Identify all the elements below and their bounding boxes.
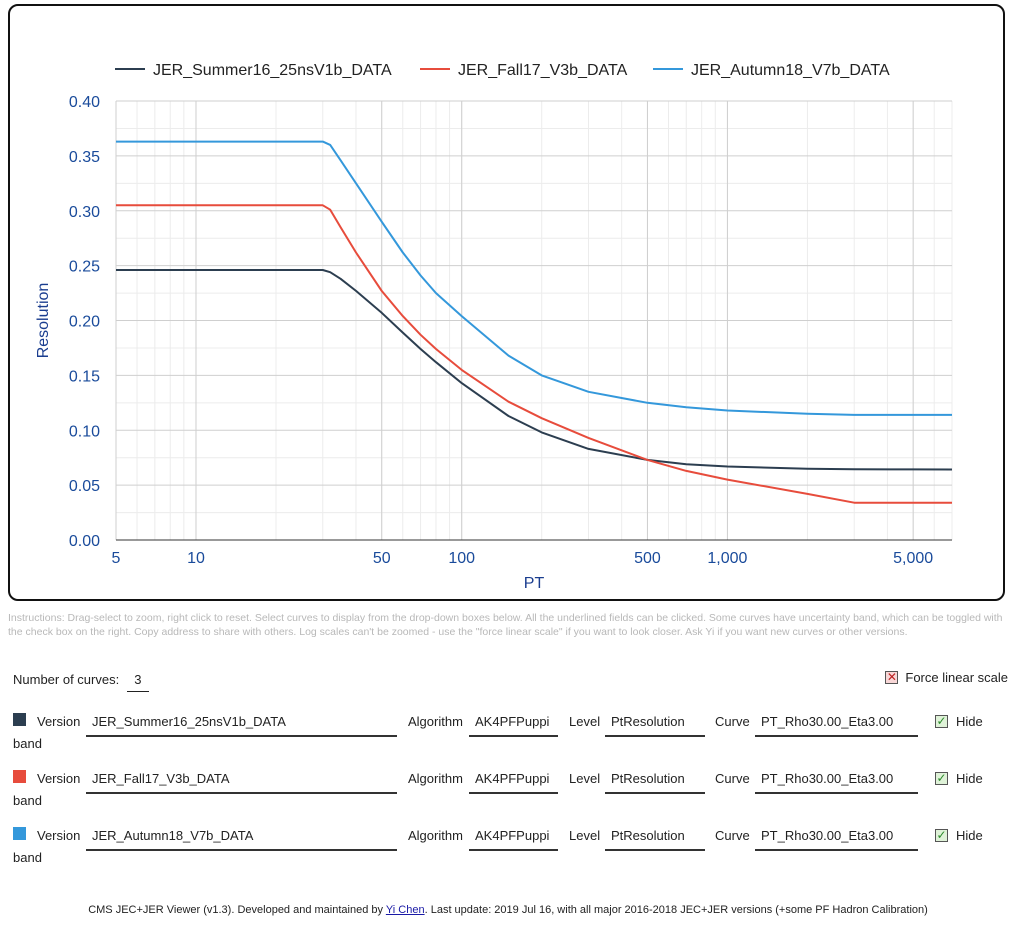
band-label: band: [13, 736, 42, 751]
algorithm-label: Algorithm: [408, 771, 463, 786]
author-link[interactable]: Yi Chen: [385, 904, 425, 916]
version-select[interactable]: JER_Summer16_25nsV1b_DATA: [86, 714, 397, 737]
version-label: Version: [37, 714, 81, 729]
level-select[interactable]: PtResolution: [605, 828, 705, 851]
level-select[interactable]: PtResolution: [605, 714, 705, 737]
y-tick-label: 0.35: [69, 149, 100, 166]
x-tick-label: 50: [373, 550, 391, 567]
curve-label: Curve: [715, 828, 750, 843]
y-tick-label: 0.10: [69, 423, 100, 440]
footer-prefix: CMS JEC+JER Viewer (v1.3). Developed and…: [88, 904, 386, 916]
x-tick-label: 1,000: [707, 550, 747, 567]
hide-label: Hide: [956, 771, 983, 786]
force-linear-checkbox[interactable]: ✕: [885, 670, 899, 684]
num-curves-select[interactable]: 3: [126, 672, 149, 692]
series-line-3: [116, 140, 952, 416]
algorithm-label: Algorithm: [408, 828, 463, 843]
curve-label: Curve: [715, 714, 750, 729]
band-label: band: [13, 850, 42, 865]
hide-band-checkbox[interactable]: ✓: [935, 828, 948, 842]
hide-band-checkbox[interactable]: ✓: [935, 771, 948, 785]
curve-row-2: Version JER_Fall17_V3b_DATA Algorithm AK…: [13, 764, 1013, 814]
curve-label: Curve: [715, 771, 750, 786]
num-curves-label: Number of curves:: [13, 672, 120, 687]
level-label: Level: [569, 771, 601, 786]
y-axis-title: Resolution: [35, 283, 52, 359]
force-linear-label: Force linear scale: [905, 670, 1008, 685]
y-tick-label: 0.15: [69, 368, 100, 385]
force-linear-toggle[interactable]: ✕ Force linear scale: [885, 670, 1008, 685]
footer-suffix: . Last update: 2019 Jul 16, with all maj…: [424, 904, 928, 916]
x-tick-label: 5: [112, 550, 121, 567]
y-tick-label: 0.20: [69, 314, 100, 331]
curve-row-1: Version JER_Summer16_25nsV1b_DATA Algori…: [13, 707, 1013, 757]
version-label: Version: [37, 771, 81, 786]
algorithm-label: Algorithm: [408, 714, 463, 729]
curve-color-swatch: [13, 827, 26, 840]
x-tick-label: 100: [448, 550, 475, 567]
hide-label: Hide: [956, 714, 983, 729]
hide-band-toggle[interactable]: ✓ Hide: [935, 714, 983, 729]
curve-color-swatch: [13, 713, 26, 726]
hide-label: Hide: [956, 828, 983, 843]
legend-entry: JER_Fall17_V3b_DATA: [458, 62, 628, 79]
algorithm-select[interactable]: AK4PFPuppi: [469, 828, 558, 851]
series-line-2: [116, 204, 952, 504]
band-label: band: [13, 793, 42, 808]
y-tick-label: 0.40: [69, 94, 100, 111]
series-line-1: [116, 269, 953, 471]
level-label: Level: [569, 828, 601, 843]
x-tick-label: 10: [187, 550, 205, 567]
level-label: Level: [569, 714, 601, 729]
curve-select[interactable]: PT_Rho30.00_Eta3.00: [755, 771, 918, 794]
version-label: Version: [37, 828, 81, 843]
curve-select[interactable]: PT_Rho30.00_Eta3.00: [755, 828, 918, 851]
legend-entry: JER_Summer16_25nsV1b_DATA: [153, 62, 392, 79]
instructions-text: Instructions: Drag-select to zoom, right…: [8, 612, 1003, 638]
hide-band-toggle[interactable]: ✓ Hide: [935, 771, 983, 786]
version-select[interactable]: JER_Fall17_V3b_DATA: [86, 771, 397, 794]
x-tick-label: 500: [634, 550, 661, 567]
algorithm-select[interactable]: AK4PFPuppi: [469, 771, 558, 794]
curve-color-swatch: [13, 770, 26, 783]
curve-row-3: Version JER_Autumn18_V7b_DATA Algorithm …: [13, 821, 1013, 871]
y-tick-label: 0.30: [69, 204, 100, 221]
algorithm-select[interactable]: AK4PFPuppi: [469, 714, 558, 737]
footer: CMS JEC+JER Viewer (v1.3). Developed and…: [0, 904, 1016, 916]
resolution-chart[interactable]: 5 10 50 100 500 1,000 5,000 0.00 0.05 0.10 0.15 0.2…: [10, 6, 1005, 601]
legend-entry: JER_Autumn18_V7b_DATA: [691, 62, 890, 79]
curve-select[interactable]: PT_Rho30.00_Eta3.00: [755, 714, 918, 737]
y-tick-label: 0.05: [69, 478, 100, 495]
level-select[interactable]: PtResolution: [605, 771, 705, 794]
x-tick-label: 5,000: [893, 550, 933, 567]
x-axis-title: PT: [524, 575, 545, 592]
y-tick-label: 0.00: [69, 533, 100, 550]
hide-band-checkbox[interactable]: ✓: [935, 714, 948, 728]
chart-container[interactable]: 5 10 50 100 500 1,000 5,000 0.00 0.05 0.10 0.15 0.2…: [8, 4, 1005, 601]
num-curves-control: Number of curves: 3: [13, 672, 149, 692]
hide-band-toggle[interactable]: ✓ Hide: [935, 828, 983, 843]
version-select[interactable]: JER_Autumn18_V7b_DATA: [86, 828, 397, 851]
y-tick-label: 0.25: [69, 259, 100, 276]
